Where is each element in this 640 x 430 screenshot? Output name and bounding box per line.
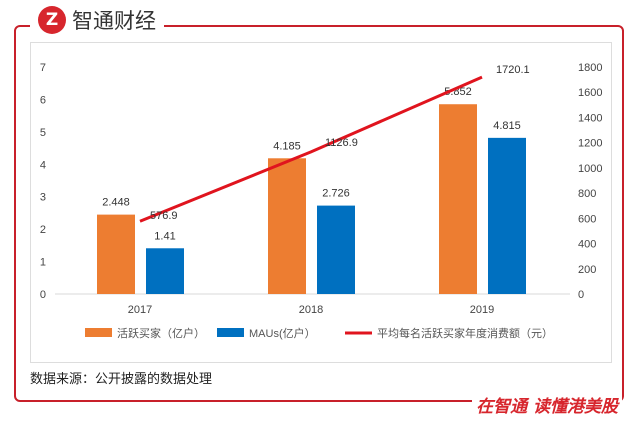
legend-label: 平均每名活跃买家年度消费额（元） xyxy=(377,326,553,340)
category-label: 2018 xyxy=(299,304,323,316)
legend-label: MAUs(亿户） xyxy=(249,326,316,340)
left-tick-label: 2 xyxy=(40,224,46,236)
left-tick-label: 5 xyxy=(40,127,46,139)
bar-maus xyxy=(317,205,355,294)
left-tick-label: 1 xyxy=(40,257,46,269)
right-tick-label: 1600 xyxy=(578,87,602,99)
frame xyxy=(14,25,624,402)
right-tick-label: 200 xyxy=(578,264,596,276)
left-tick-label: 0 xyxy=(40,289,46,301)
bar-active-buyers xyxy=(439,104,477,294)
bar-maus xyxy=(488,137,526,294)
bar-maus xyxy=(146,248,184,294)
bar-active-buyers xyxy=(268,158,306,294)
left-tick-label: 4 xyxy=(40,159,46,171)
left-tick-label: 3 xyxy=(40,192,46,204)
brand-logo: Z 智通财经 xyxy=(30,5,164,35)
chart-panel xyxy=(30,42,612,363)
legend-label: 活跃买家（亿户） xyxy=(117,326,205,340)
right-tick-label: 1400 xyxy=(578,112,602,124)
bar-data-label: 4.185 xyxy=(273,140,301,152)
right-tick-label: 1800 xyxy=(578,62,602,74)
category-label: 2019 xyxy=(470,304,494,316)
right-tick-label: 600 xyxy=(578,213,596,225)
right-tick-label: 400 xyxy=(578,239,596,251)
legend-swatch xyxy=(85,328,112,337)
legend-swatch xyxy=(217,328,244,337)
line-data-label: 1126.9 xyxy=(325,137,358,149)
data-source: 数据来源：公开披露的数据处理 xyxy=(30,372,213,387)
right-tick-label: 0 xyxy=(578,289,584,301)
logo-text: 智通财经 xyxy=(72,9,156,33)
line-avg-spend xyxy=(139,75,483,223)
logo-icon: Z xyxy=(38,6,66,34)
right-tick-label: 800 xyxy=(578,188,596,200)
bar-data-label: 2.726 xyxy=(322,188,350,200)
left-tick-label: 7 xyxy=(40,62,46,74)
left-tick-label: 6 xyxy=(40,94,46,106)
bar-data-label: 1.41 xyxy=(154,230,175,242)
slogan: 在智通 读懂港美股 xyxy=(472,392,622,417)
right-tick-label: 1200 xyxy=(578,138,602,150)
category-label: 2017 xyxy=(128,304,152,316)
line-data-label: 576.9 xyxy=(150,210,178,222)
right-tick-label: 1000 xyxy=(578,163,602,175)
line-data-label: 1720.1 xyxy=(496,64,530,76)
bar-data-label: 2.448 xyxy=(102,197,130,209)
bar-active-buyers xyxy=(97,214,135,294)
bar-data-label: 4.815 xyxy=(493,120,521,132)
